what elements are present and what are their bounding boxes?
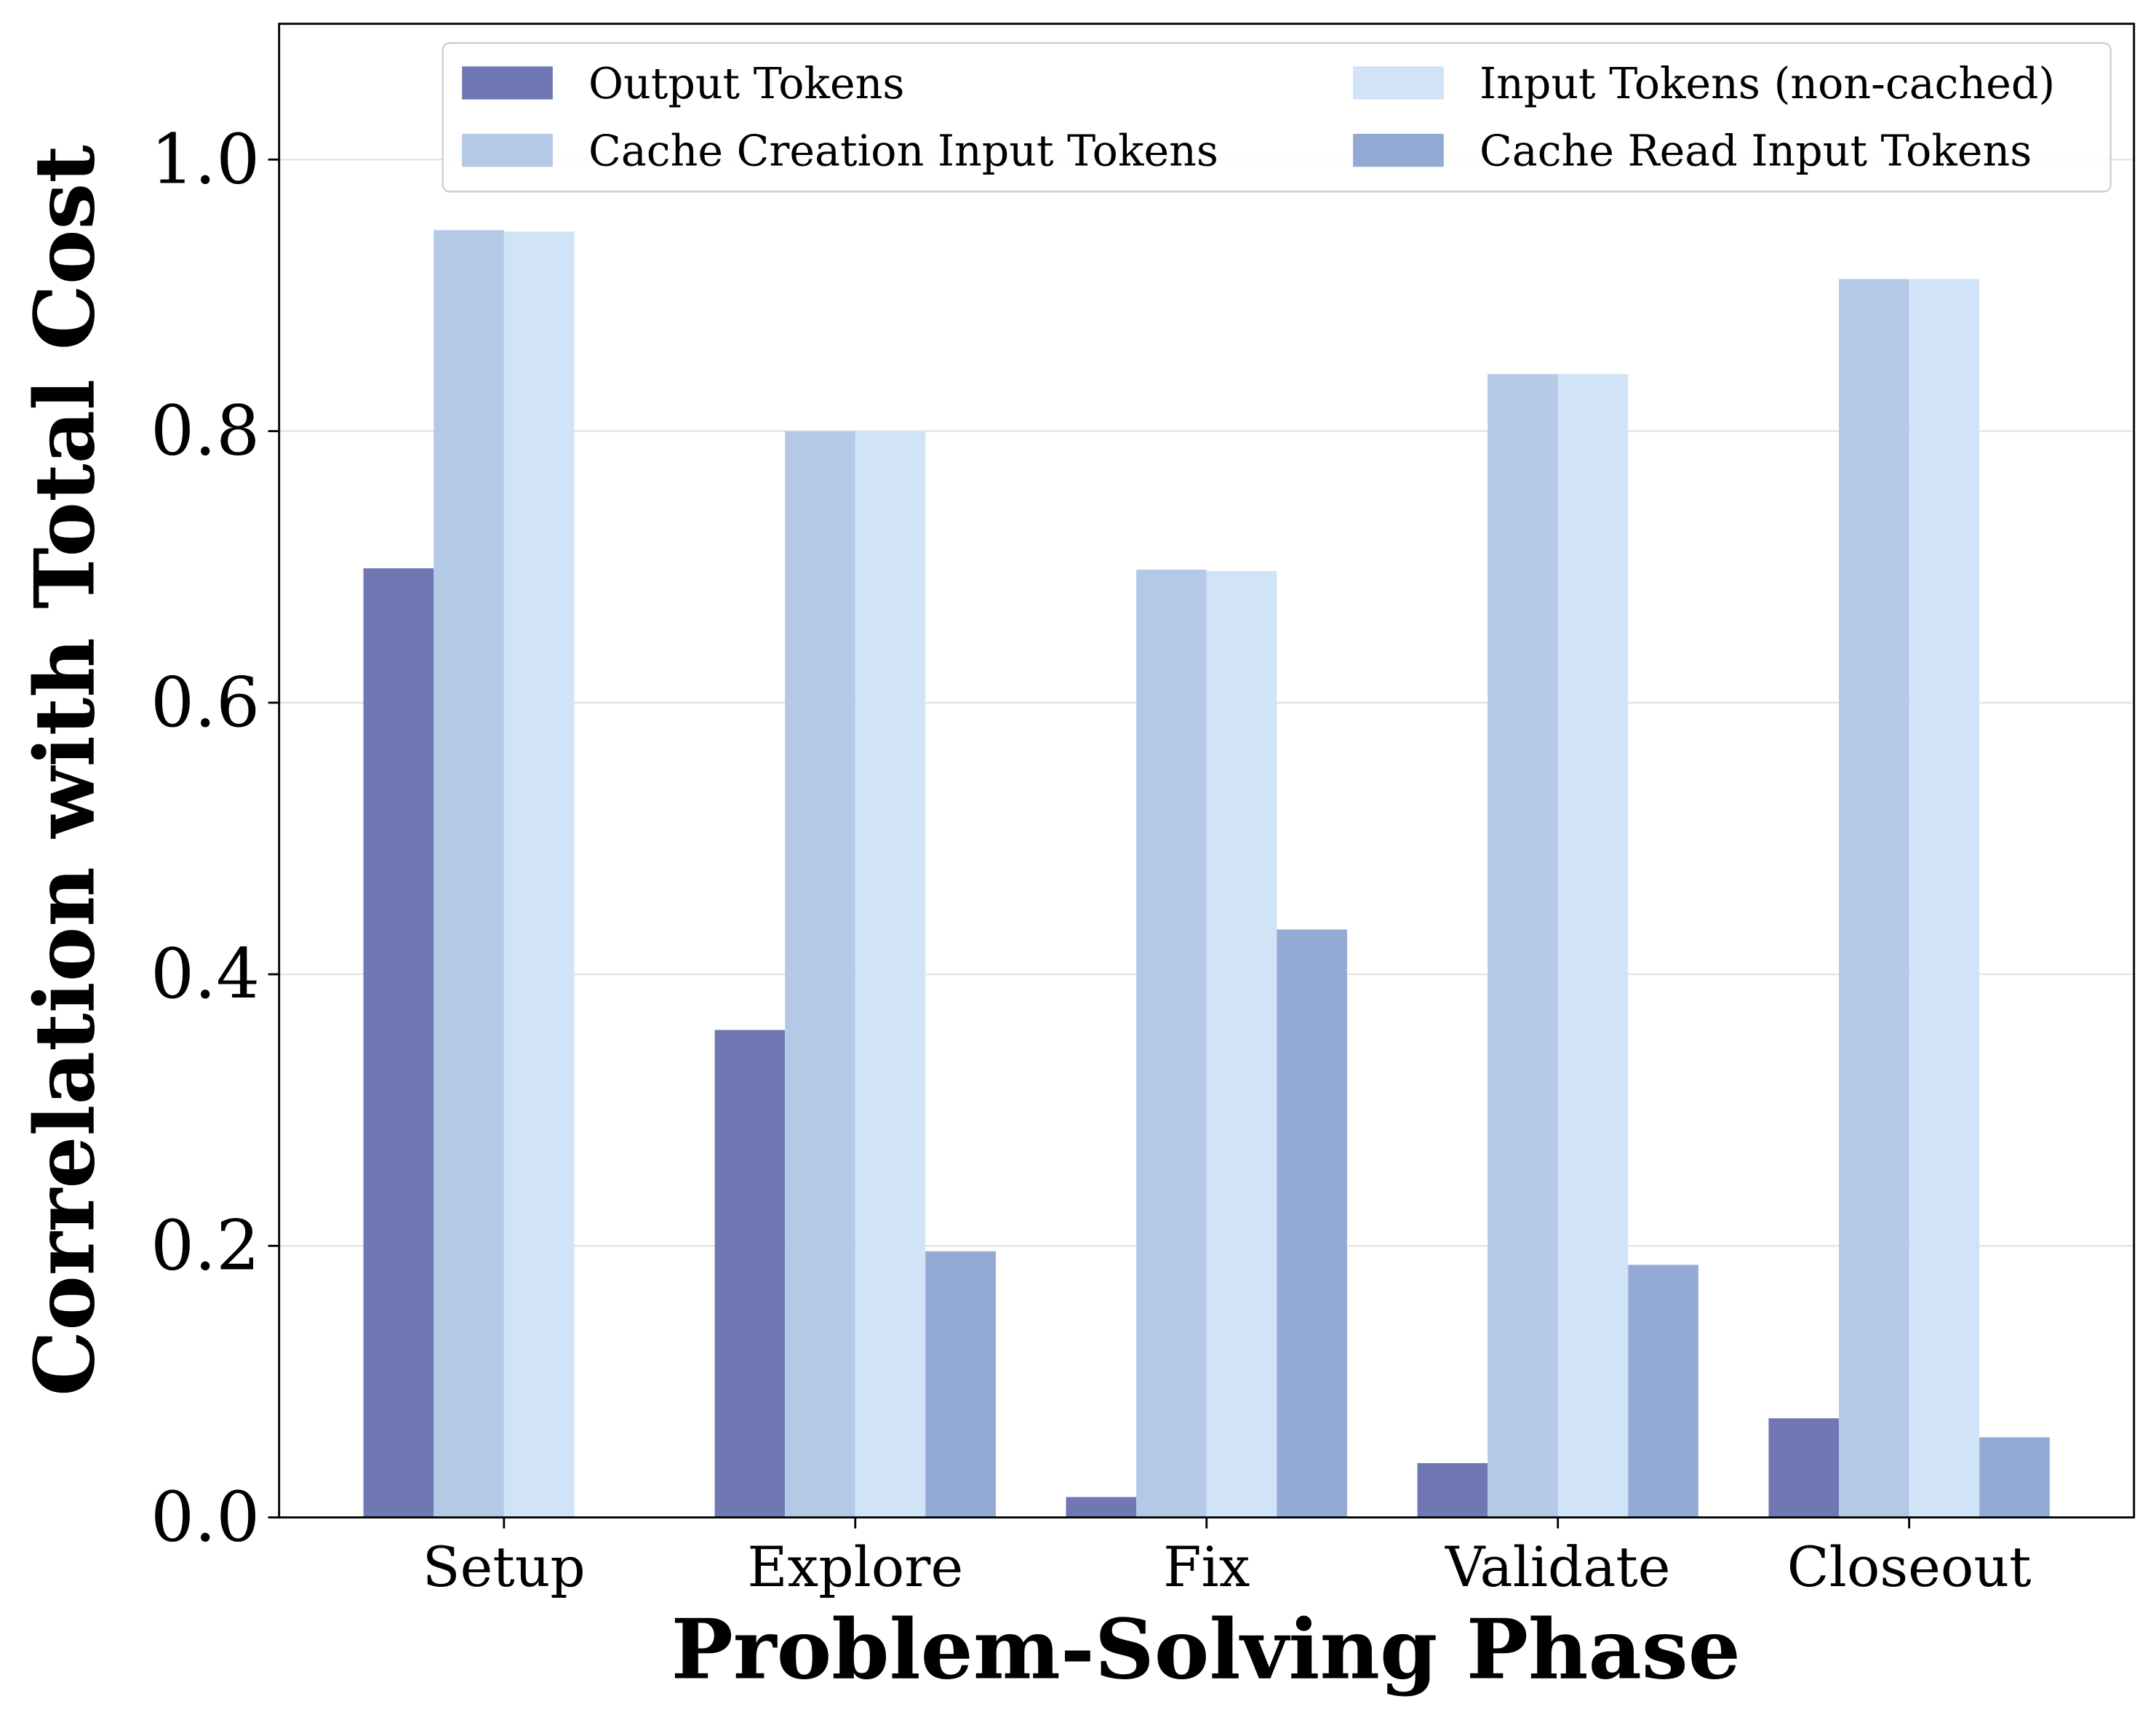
x-tick-label: Validate <box>1445 1535 1671 1599</box>
x-tick-label: Closeout <box>1787 1535 2032 1599</box>
bar-closeout-series-3 <box>1979 1437 2050 1518</box>
bar-fix-series-2 <box>1206 570 1277 1518</box>
bar-validate-series-2 <box>1557 374 1629 1518</box>
bar-closeout-series-1 <box>1839 279 1909 1518</box>
legend-label: Input Tokens (non-cached) <box>1480 59 2055 108</box>
y-tick-label: 1.0 <box>151 119 260 199</box>
y-tick-label: 0.0 <box>151 1478 260 1558</box>
bar-fix-series-3 <box>1277 929 1347 1518</box>
bar-closeout-series-2 <box>1909 279 1980 1518</box>
legend-swatch <box>462 66 553 100</box>
legend-label: Output Tokens <box>588 59 904 108</box>
x-tick-label: Setup <box>423 1535 586 1599</box>
bars <box>363 230 2050 1518</box>
legend-swatch <box>462 133 553 167</box>
x-tick-label: Explore <box>747 1535 963 1599</box>
bar-closeout-series-0 <box>1768 1418 1840 1518</box>
legend-label: Cache Creation Input Tokens <box>588 126 1218 175</box>
bar-explore-series-2 <box>855 431 926 1518</box>
bar-fix-series-0 <box>1066 1497 1137 1518</box>
bar-validate-series-1 <box>1488 374 1558 1518</box>
legend-label: Cache Read Input Tokens <box>1480 126 2032 175</box>
x-axis-label: Problem-Solving Phase <box>671 1601 1741 1698</box>
y-tick-label: 0.6 <box>151 663 260 743</box>
legend-box <box>442 42 2112 193</box>
y-tick-label: 0.4 <box>151 934 260 1014</box>
bar-validate-series-0 <box>1417 1462 1488 1518</box>
bar-setup-series-2 <box>503 231 575 1518</box>
legend-swatch <box>1353 66 1444 100</box>
legend-swatch <box>1353 133 1444 167</box>
bar-validate-series-3 <box>1628 1265 1698 1518</box>
y-tick-label: 0.2 <box>151 1206 260 1286</box>
y-axis-label: Correlation with Total Cost <box>17 145 113 1396</box>
x-axis: Setup Explore Fix Validate Closeout <box>423 1517 2032 1599</box>
bar-explore-series-1 <box>785 431 855 1518</box>
y-tick-label: 0.8 <box>151 391 260 471</box>
bar-setup-series-1 <box>434 230 504 1518</box>
x-tick-label: Fix <box>1163 1535 1250 1599</box>
bar-explore-series-0 <box>714 1030 786 1518</box>
y-axis: 0.0 0.2 0.4 0.6 0.8 1.0 <box>151 119 279 1558</box>
bar-explore-series-3 <box>925 1251 996 1518</box>
bar-fix-series-1 <box>1136 569 1207 1518</box>
bar-setup-series-0 <box>363 568 434 1518</box>
legend: Output Tokens Cache Creation Input Tokens… <box>442 42 2112 193</box>
